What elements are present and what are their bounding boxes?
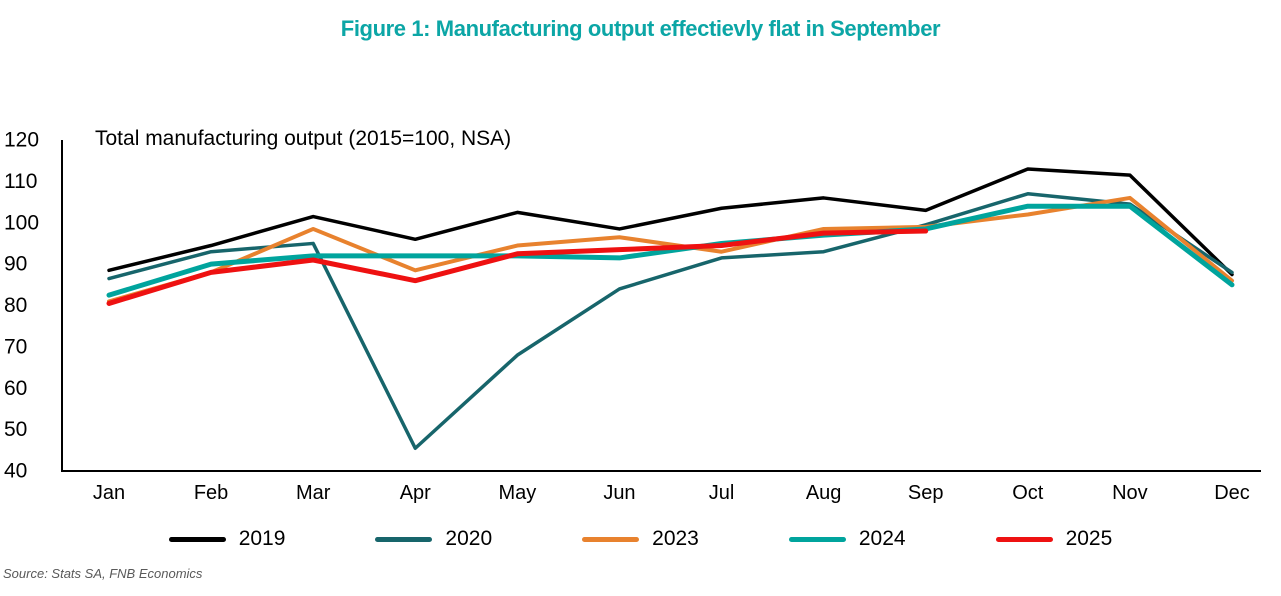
legend-label-2023: 2023: [652, 527, 699, 550]
series-line-2024: [106, 203, 1235, 298]
y-tick-80: 80: [4, 294, 27, 317]
x-tick-nov: Nov: [1112, 482, 1148, 504]
legend-swatch-2019: [168, 536, 226, 542]
chart-legend: 2019 2020 2023 2024 2025: [0, 524, 1281, 554]
x-tick-aug: Aug: [806, 482, 842, 504]
source-note: Source: Stats SA, FNB Economics: [3, 566, 203, 581]
legend-swatch-2020: [375, 536, 433, 542]
figure-title: Figure 1: Manufacturing output effectiev…: [340, 16, 941, 41]
legend-swatch-2024: [788, 536, 846, 542]
series-line-2019: [107, 167, 1234, 277]
legend-item-2020: 2020: [375, 527, 492, 551]
x-tick-feb: Feb: [194, 482, 228, 504]
y-tick-60: 60: [4, 377, 27, 400]
x-tick-apr: Apr: [400, 482, 431, 504]
x-tick-may: May: [498, 482, 536, 504]
y-tick-70: 70: [4, 335, 27, 358]
x-tick-sep: Sep: [908, 482, 944, 504]
chart-inner-label: Total manufacturing output (2015=100, NS…: [95, 127, 512, 150]
legend-label-2020: 2020: [445, 527, 493, 550]
series-line-2025: [106, 228, 929, 306]
y-tick-100: 100: [4, 211, 39, 234]
line-chart-canvas: 120 110 100 90 80 70 60 50 40 Jan Feb Mar Apr May Jun J…: [4, 129, 1261, 504]
legend-swatch-2023: [582, 536, 640, 542]
x-tick-jun: Jun: [603, 482, 635, 504]
y-tick-40: 40: [4, 460, 27, 483]
legend-item-2024: 2024: [788, 527, 906, 551]
y-tick-90: 90: [4, 253, 27, 276]
x-tick-jul: Jul: [709, 482, 735, 504]
y-tick-50: 50: [4, 418, 27, 441]
legend-label-2024: 2024: [858, 527, 906, 550]
y-tick-120: 120: [4, 129, 39, 152]
legend-label-2019: 2019: [238, 527, 286, 550]
x-tick-mar: Mar: [296, 482, 331, 504]
legend-item-2019: 2019: [168, 527, 286, 551]
legend-label-2025: 2025: [1065, 527, 1113, 550]
series-line-2020: [107, 192, 1234, 450]
y-tick-110: 110: [4, 170, 37, 193]
legend-item-2023: 2023: [582, 527, 699, 551]
x-tick-oct: Oct: [1012, 482, 1044, 504]
legend-swatch-2025: [995, 536, 1053, 542]
x-tick-jan: Jan: [93, 482, 125, 504]
legend-item-2025: 2025: [995, 527, 1113, 551]
axis-lines: [61, 140, 1261, 472]
series-line-2023: [107, 195, 1234, 304]
x-tick-dec: Dec: [1214, 482, 1250, 504]
